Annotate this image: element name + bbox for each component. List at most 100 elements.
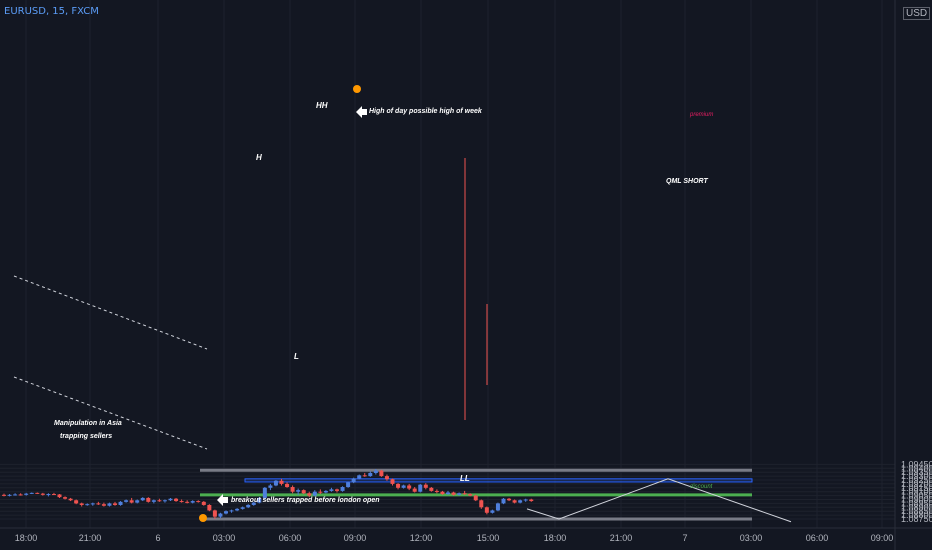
candle-body bbox=[85, 504, 90, 506]
candlestick-series bbox=[2, 158, 534, 519]
candle-body bbox=[357, 475, 362, 479]
projection-path[interactable] bbox=[526, 478, 792, 523]
candle-body bbox=[24, 493, 29, 495]
symbol-header[interactable]: EURUSD, 15, FXCM bbox=[4, 6, 99, 17]
candle-body bbox=[451, 492, 456, 495]
candle-body bbox=[440, 491, 445, 495]
channel-upper-line bbox=[13, 275, 208, 350]
candle-body bbox=[179, 501, 184, 503]
price-tick-label: 1.09100 bbox=[901, 487, 932, 497]
descending-channel bbox=[13, 275, 208, 450]
time-axis[interactable]: 18:00 21:00 6 03:00 06:00 09:00 12:00 15:00 18:0… bbox=[0, 527, 932, 543]
candle-body bbox=[257, 497, 262, 503]
candle-body bbox=[484, 507, 489, 513]
zone-box[interactable] bbox=[244, 478, 753, 483]
candle-body bbox=[18, 494, 23, 496]
candle-body bbox=[473, 495, 478, 501]
time-tick-label: 15:00 bbox=[477, 533, 500, 543]
manipulation-note: Manipulation in Asia bbox=[54, 420, 122, 427]
time-tick-label: 18:00 bbox=[15, 533, 38, 543]
candle-body bbox=[212, 510, 217, 517]
candle-body bbox=[113, 503, 117, 505]
candle-body bbox=[446, 492, 450, 495]
candle-body bbox=[107, 503, 112, 506]
candle-body bbox=[129, 500, 134, 503]
candle-body bbox=[196, 501, 201, 503]
candle-body bbox=[468, 494, 473, 496]
candle-body bbox=[135, 500, 140, 503]
candle-body bbox=[518, 500, 523, 503]
candle-body bbox=[40, 493, 45, 495]
candle-body bbox=[101, 504, 106, 506]
qml-short-zone[interactable] bbox=[244, 478, 753, 483]
candle-body bbox=[151, 500, 156, 502]
candle-body bbox=[168, 498, 173, 501]
candle-body bbox=[501, 498, 506, 504]
candle-body bbox=[124, 500, 129, 502]
candle-body bbox=[29, 492, 34, 494]
currency-badge[interactable]: USD bbox=[903, 7, 931, 20]
label-ll: LL bbox=[460, 474, 470, 483]
candle-body bbox=[46, 494, 51, 496]
candle-body bbox=[251, 502, 256, 505]
candle-body bbox=[340, 487, 345, 491]
candle-body bbox=[346, 482, 351, 488]
arrow-left-icon bbox=[217, 494, 228, 506]
time-tick-label: 09:00 bbox=[871, 533, 894, 543]
time-tick-label: 21:00 bbox=[610, 533, 633, 543]
candle-body bbox=[235, 508, 240, 511]
candle-body bbox=[407, 485, 412, 489]
price-tick-label: 1.09200 bbox=[901, 479, 932, 489]
time-tick-label: 06:00 bbox=[806, 533, 829, 543]
trapping-note: trapping sellers bbox=[60, 433, 112, 440]
candle-body bbox=[495, 503, 500, 511]
candle-body bbox=[457, 493, 462, 495]
chart-grid bbox=[0, 0, 895, 528]
price-tick-label: 1.09150 bbox=[901, 483, 932, 493]
candle-body bbox=[201, 501, 206, 505]
candle-body bbox=[423, 484, 428, 488]
candle-body bbox=[35, 492, 40, 494]
candle-body bbox=[490, 510, 495, 513]
zone-label: QML SHORT bbox=[666, 178, 708, 185]
price-tick-label: 1.08950 bbox=[901, 498, 932, 508]
candle-body bbox=[507, 498, 512, 501]
candle-body bbox=[57, 494, 62, 498]
price-axis[interactable]: 1.094501.094001.093501.093001.092501.092… bbox=[894, 0, 932, 550]
candle-body bbox=[312, 491, 317, 496]
candle-body bbox=[207, 504, 212, 511]
candle-body bbox=[79, 503, 84, 505]
candle-body bbox=[379, 470, 384, 477]
candle-body bbox=[335, 489, 339, 491]
candle-body bbox=[63, 497, 68, 499]
candle-body bbox=[285, 483, 290, 488]
candle-body bbox=[296, 490, 301, 492]
candle-body bbox=[368, 472, 373, 477]
candle-body bbox=[301, 490, 306, 494]
candle-body bbox=[162, 500, 167, 502]
candle-body bbox=[412, 488, 417, 492]
premium-label: premium bbox=[689, 112, 713, 118]
candle-body bbox=[418, 484, 423, 492]
candle-body bbox=[268, 485, 273, 488]
time-tick-label: 06:00 bbox=[279, 533, 302, 543]
time-tick-label: 18:00 bbox=[544, 533, 567, 543]
projection-line[interactable] bbox=[526, 478, 792, 523]
candle-body bbox=[174, 498, 179, 502]
candle-body bbox=[329, 489, 334, 491]
candle-body bbox=[185, 501, 190, 503]
price-tick-label: 1.08850 bbox=[901, 506, 932, 516]
time-tick-label: 21:00 bbox=[79, 533, 102, 543]
price-tick-label: 1.08750 bbox=[901, 514, 932, 524]
candle-body bbox=[529, 499, 534, 502]
candle-body bbox=[51, 494, 56, 496]
price-tick-label: 1.09000 bbox=[901, 495, 932, 505]
candle-body bbox=[523, 499, 528, 501]
candle-body bbox=[229, 510, 234, 512]
price-tick-label: 1.09450 bbox=[901, 459, 932, 469]
high-note: High of day possible high of week bbox=[369, 108, 483, 115]
time-tick-label: 03:00 bbox=[213, 533, 236, 543]
candle-body bbox=[118, 501, 123, 505]
price-tick-label: 1.09050 bbox=[901, 491, 932, 501]
